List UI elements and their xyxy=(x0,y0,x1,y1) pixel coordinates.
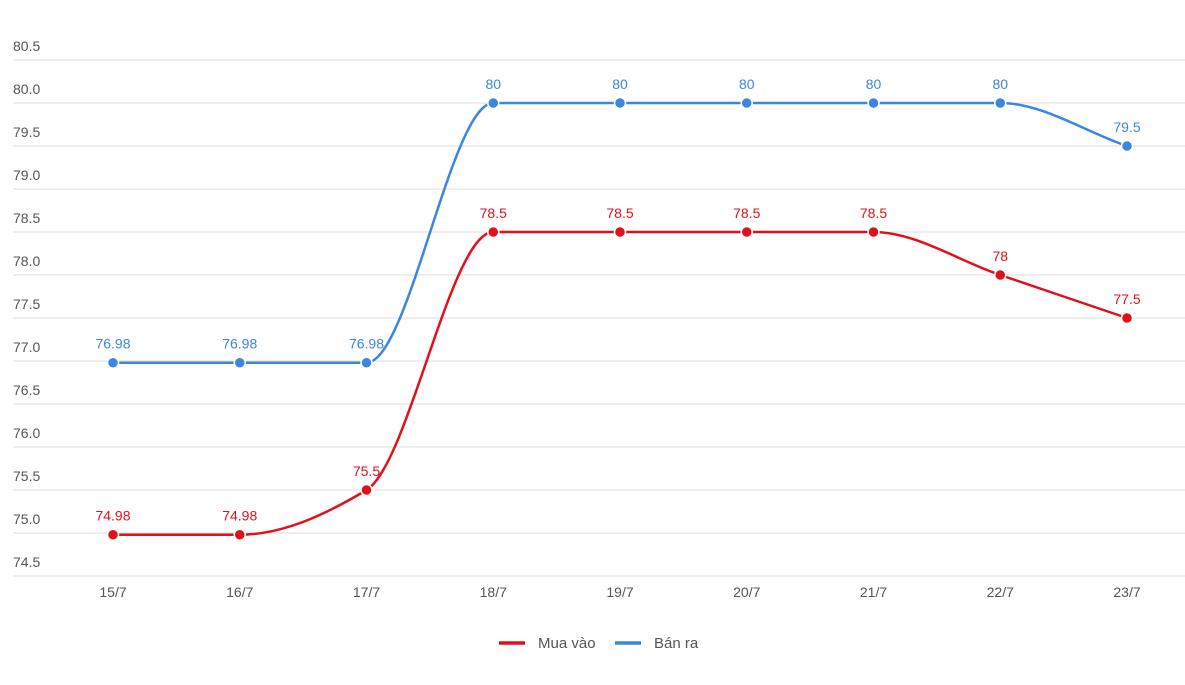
data-label: 78.5 xyxy=(606,205,633,221)
y-tick-label: 76.0 xyxy=(13,425,40,441)
data-point xyxy=(867,225,880,239)
data-point xyxy=(613,96,627,110)
data-point xyxy=(613,225,627,239)
data-point xyxy=(994,268,1007,282)
data-point xyxy=(233,528,246,541)
y-tick-label: 75.0 xyxy=(13,511,40,527)
x-tick-label: 23/7 xyxy=(1113,584,1140,600)
data-point xyxy=(487,96,500,110)
data-label: 75.5 xyxy=(353,463,380,479)
data-label: 80 xyxy=(739,76,755,92)
data-point xyxy=(360,483,373,497)
x-tick-label: 18/7 xyxy=(480,584,507,600)
y-tick-label: 76.5 xyxy=(13,382,40,398)
data-point xyxy=(487,225,500,239)
series-line xyxy=(112,101,1128,364)
data-point xyxy=(106,356,120,369)
y-tick-label: 77.0 xyxy=(13,339,40,355)
data-label: 76.98 xyxy=(349,336,384,352)
y-tick-label: 79.0 xyxy=(13,167,40,183)
data-label: 76.98 xyxy=(222,336,257,352)
x-tick-label: 15/7 xyxy=(99,584,126,600)
data-label: 74.98 xyxy=(95,508,130,524)
x-tick-label: 20/7 xyxy=(733,584,760,600)
data-point xyxy=(233,356,246,369)
y-tick-label: 80.5 xyxy=(13,38,40,54)
x-tick-label: 17/7 xyxy=(353,584,380,600)
series-mua-vao: 74.98 74.98 75.5 78.5 78.5 78.5 78.5 78 77.5 xyxy=(95,205,1141,541)
data-label: 80 xyxy=(485,76,501,92)
series-line xyxy=(113,230,1128,536)
data-point xyxy=(1120,139,1134,153)
data-point xyxy=(867,96,880,110)
data-point xyxy=(106,528,120,541)
data-label: 79.5 xyxy=(1113,119,1140,135)
legend-item: Mua vào xyxy=(499,635,596,652)
legend-label: Bán ra xyxy=(654,635,699,652)
x-tick-label: 22/7 xyxy=(987,584,1014,600)
y-tick-label: 75.5 xyxy=(13,468,40,484)
data-label: 78.5 xyxy=(860,205,887,221)
legend-label: Mua vào xyxy=(538,635,596,652)
y-tick-label: 80.0 xyxy=(13,81,40,97)
data-label: 80 xyxy=(866,76,882,92)
data-label: 78 xyxy=(992,248,1008,264)
series-ban-ra: 76.98 76.98 76.98 80 80 80 80 80 79.5 xyxy=(95,76,1141,369)
data-point xyxy=(740,96,753,110)
x-tick-label: 19/7 xyxy=(606,584,633,600)
data-label: 78.5 xyxy=(480,205,507,221)
data-point xyxy=(994,96,1007,110)
x-tick-label: 21/7 xyxy=(860,584,887,600)
y-tick-label: 79.5 xyxy=(13,124,40,140)
data-point xyxy=(1120,311,1134,325)
y-tick-label: 74.5 xyxy=(13,554,40,570)
y-tick-label: 78.0 xyxy=(13,253,40,269)
data-point xyxy=(360,356,373,369)
legend-item: Bán ra xyxy=(615,635,699,652)
y-tick-label: 78.5 xyxy=(13,210,40,226)
data-label: 76.98 xyxy=(95,336,130,352)
x-tick-label: 16/7 xyxy=(226,584,253,600)
data-label: 78.5 xyxy=(733,205,760,221)
data-label: 77.5 xyxy=(1113,291,1140,307)
y-tick-label: 77.5 xyxy=(13,296,40,312)
data-label: 80 xyxy=(612,76,628,92)
data-label: 80 xyxy=(992,76,1008,92)
data-label: 74.98 xyxy=(222,508,257,524)
data-point xyxy=(740,225,753,239)
